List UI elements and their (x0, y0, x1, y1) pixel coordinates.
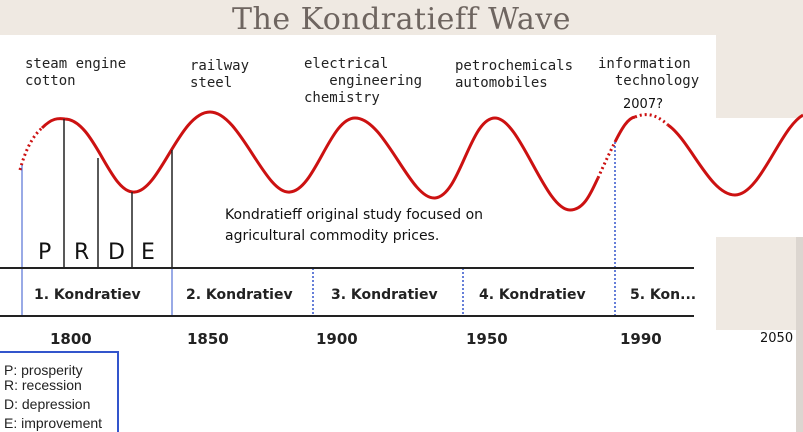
year-1950: 1950 (466, 330, 508, 348)
year-1800: 1800 (50, 330, 92, 348)
diagram-panel (0, 35, 716, 432)
tech-label-4: petrochemicals automobiles (455, 58, 574, 91)
wave-lead-in-dotted (18, 126, 44, 171)
wave-curve-segment-5a (613, 115, 636, 143)
year-1900: 1900 (316, 330, 358, 348)
tech-label-3: electrical engineering chemistry (304, 56, 423, 106)
wave-curve-main (40, 110, 600, 212)
study-note: Kondratieff original study focused on ag… (225, 207, 484, 244)
year-2050: 2050 (760, 331, 794, 346)
wave-dotted-gap (596, 141, 617, 179)
wave-name-4: 4. Kondratiev (479, 287, 586, 303)
peak-2007-label: 2007? (623, 97, 663, 112)
tech-label-2: railway steel (190, 58, 250, 91)
wave-name-5: 5. Kon... (630, 287, 697, 303)
phase-d: D (108, 240, 125, 265)
legend-prosperity: P: prosperity (4, 362, 83, 378)
phase-p: P (38, 240, 52, 265)
wave-dotted-peak (634, 113, 670, 127)
panel-shadow (796, 237, 803, 432)
tech-label-1: steam engine cotton (25, 56, 127, 89)
right-panel-lower (716, 330, 803, 432)
wave-name-1: 1. Kondratiev (34, 287, 141, 303)
wave-name-3: 3. Kondratiev (331, 287, 438, 303)
wave-curve-segment-5b (667, 113, 803, 197)
year-1990: 1990 (620, 330, 662, 348)
legend-depression: D: depression (4, 396, 91, 412)
legend-improvement: E: improvement (4, 415, 103, 431)
wave-name-2: 2. Kondratiev (186, 287, 293, 303)
phase-r: R (74, 240, 90, 265)
year-1850: 1850 (187, 330, 229, 348)
tech-label-5: information technology (598, 56, 700, 89)
phase-e: E (141, 240, 155, 265)
page-title: The Kondratieff Wave (231, 2, 571, 37)
legend-recession: R: recession (4, 377, 82, 393)
phase-legend: P: prosperity R: recession D: depression… (0, 351, 119, 432)
